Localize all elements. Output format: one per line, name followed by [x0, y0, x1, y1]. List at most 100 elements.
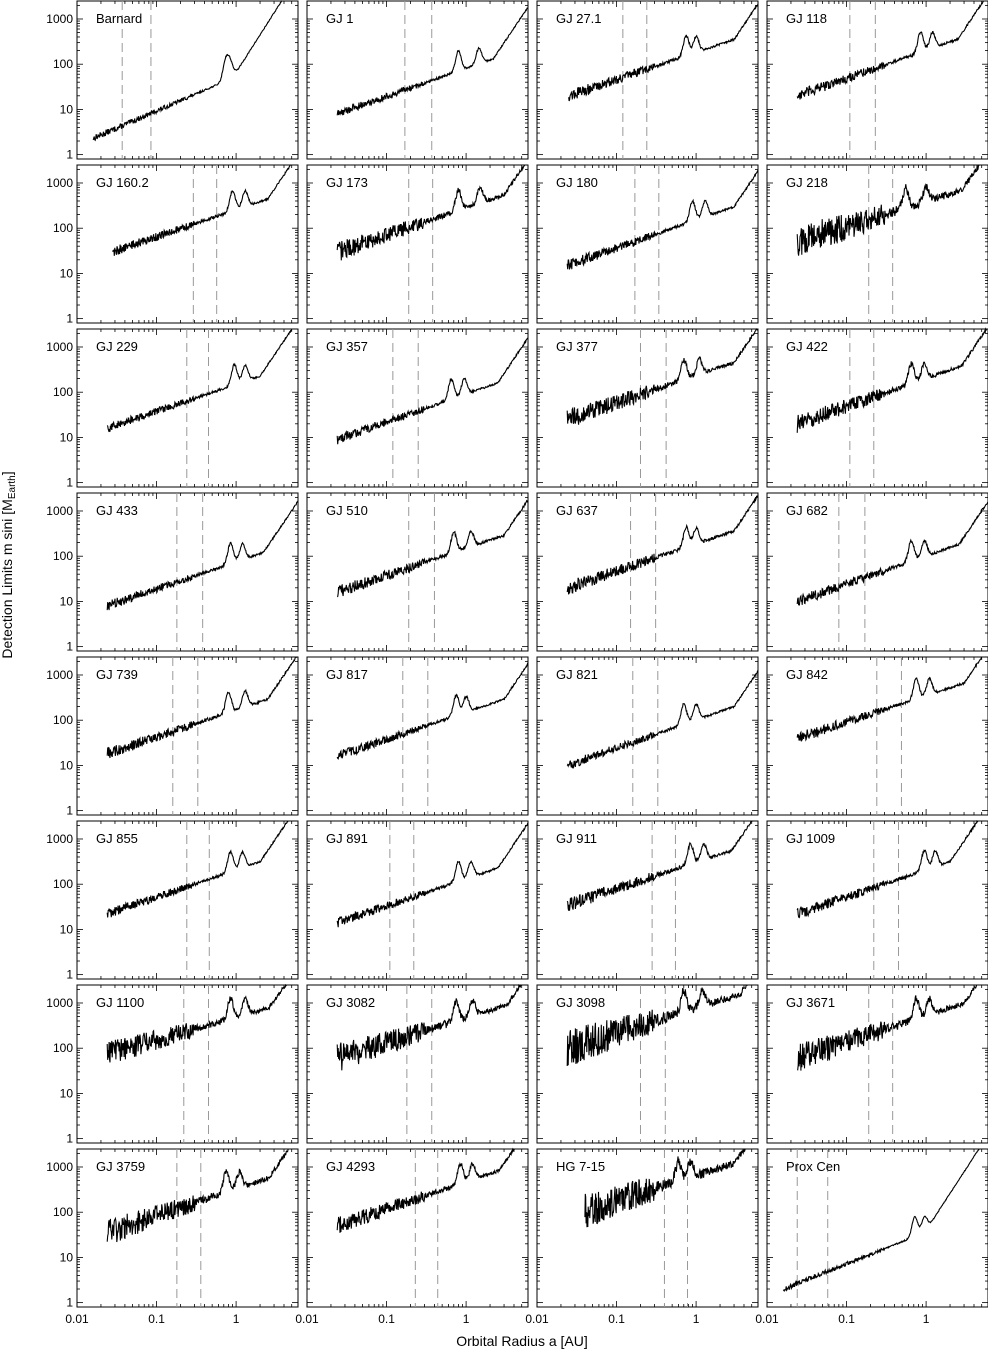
x-tick-label: 1: [463, 1312, 470, 1326]
panel-frame: [306, 328, 529, 488]
detection-limit-curve: [336, 662, 529, 760]
panel-star-name: GJ 118: [786, 11, 827, 26]
panel-frame: [536, 1148, 759, 1308]
panel: 1 10 100 1000 GJ 160.2: [46, 164, 299, 326]
panel-star-name: GJ 842: [786, 667, 828, 682]
panel-frame: [76, 328, 299, 488]
panel-frame: [306, 1148, 529, 1308]
panel-frame: [766, 1148, 988, 1308]
panel-star-name: GJ 3759: [96, 1159, 145, 1174]
y-tick-label: 1: [66, 640, 73, 654]
panel-frame: [536, 0, 759, 160]
panel-star-name: HG 7-15: [556, 1159, 605, 1174]
panel-star-name: GJ 637: [556, 503, 598, 518]
panel: GJ 3082: [306, 984, 529, 1144]
panel-frame: [76, 164, 299, 324]
panel: GJ 27.1: [536, 0, 759, 160]
detection-limit-curve: [336, 1147, 528, 1233]
panel-star-name: GJ 739: [96, 667, 138, 682]
x-tick-label: 0.1: [148, 1312, 165, 1326]
panel-star-name: GJ 160.2: [96, 175, 149, 190]
panel-star-name: GJ 3082: [326, 995, 375, 1010]
panel-star-name: GJ 357: [326, 339, 368, 354]
x-tick-label: 1: [693, 1312, 700, 1326]
detection-limit-curve: [796, 327, 988, 433]
detection-limit-curve: [106, 328, 298, 433]
detection-limit-curve: [797, 984, 988, 1071]
x-tick-label: 1: [233, 1312, 240, 1326]
detection-limit-curve: [796, 656, 988, 742]
y-tick-label: 100: [53, 1041, 73, 1055]
panel-star-name: GJ 173: [326, 175, 368, 190]
detection-limit-curve: [336, 164, 528, 261]
y-tick-label: 1: [66, 1296, 73, 1310]
panel: GJ 3098: [536, 984, 759, 1144]
panel-star-name: GJ 682: [786, 503, 828, 518]
panel-star-name: GJ 1009: [786, 831, 835, 846]
panel-frame: [766, 492, 988, 652]
panel-frame: [76, 820, 299, 980]
panel-star-name: GJ 1: [326, 11, 353, 26]
panel: GJ 1: [306, 0, 529, 160]
y-tick-label: 10: [60, 594, 74, 608]
panel: GJ 218: [766, 164, 988, 324]
panel-frame: [766, 164, 988, 324]
panel: 0.01 0.1 1 Prox Cen: [755, 1148, 988, 1326]
x-tick-label: 0.01: [755, 1312, 779, 1326]
panel: GJ 3671: [766, 984, 988, 1144]
panel-frame: [76, 656, 299, 816]
y-tick-label: 1000: [46, 996, 73, 1010]
panel: GJ 821: [536, 656, 759, 816]
panel-star-name: Prox Cen: [786, 1159, 840, 1174]
panel-star-name: GJ 891: [326, 831, 368, 846]
detection-limit-curve: [584, 1148, 758, 1228]
panel-star-name: GJ 3098: [556, 995, 605, 1010]
panel: GJ 422: [766, 327, 988, 488]
panel-star-name: GJ 377: [556, 339, 598, 354]
panel-star-name: GJ 422: [786, 339, 828, 354]
x-tick-label: 0.01: [295, 1312, 319, 1326]
detection-limit-curve: [566, 170, 759, 270]
x-tick-label: 1: [923, 1312, 930, 1326]
y-tick-label: 1000: [46, 176, 73, 190]
y-axis-label-sub: Earth: [7, 475, 18, 499]
panel-star-name: GJ 180: [556, 175, 598, 190]
y-tick-label: 1000: [46, 12, 73, 26]
x-tick-label: 0.1: [378, 1312, 395, 1326]
detection-limit-curve: [106, 500, 299, 611]
detection-limit-curve: [782, 1148, 988, 1292]
y-tick-label: 10: [60, 758, 74, 772]
detection-limit-curve: [568, 3, 759, 102]
panel-frame: [76, 984, 299, 1144]
y-tick-label: 100: [53, 877, 73, 891]
y-axis-label: Detection Limits m sini [MEarth]: [0, 471, 18, 658]
panel-frame: [306, 820, 529, 980]
panel-frame: [76, 0, 299, 160]
panel: GJ 180: [536, 164, 759, 324]
detection-limit-curve: [106, 656, 298, 759]
panel-frame: [766, 328, 988, 488]
panel-star-name: GJ 817: [326, 667, 368, 682]
y-tick-label: 10: [60, 266, 74, 280]
y-tick-label: 1: [66, 476, 73, 490]
detection-limit-curve: [796, 501, 988, 607]
panel-star-name: GJ 4293: [326, 1159, 375, 1174]
panel-frame: [536, 984, 759, 1144]
panel-frame: [766, 820, 988, 980]
panel-frame: [536, 492, 759, 652]
detection-limit-curve: [566, 494, 759, 595]
detection-limit-curve: [336, 499, 529, 598]
panel-frame: [306, 984, 529, 1144]
y-tick-label: 100: [53, 1205, 73, 1219]
panel: 1 10 100 1000 GJ 739: [46, 656, 299, 818]
panel-star-name: GJ 855: [96, 831, 138, 846]
panel-frame: [766, 0, 988, 160]
panel: GJ 1009: [766, 820, 988, 980]
panel-frame: [766, 984, 988, 1144]
y-tick-label: 1000: [46, 832, 73, 846]
panel: GJ 118: [766, 0, 988, 160]
panel: 1 10 100 1000 GJ 433: [46, 492, 299, 654]
panel: GJ 911: [536, 820, 759, 980]
